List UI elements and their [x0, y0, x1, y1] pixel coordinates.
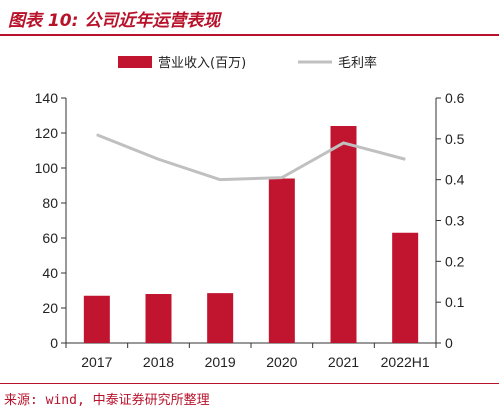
y-right-tick-label: 0: [445, 335, 453, 351]
legend-label-line: 毛利率: [338, 55, 377, 71]
bar: [392, 232, 419, 343]
line-point: [158, 158, 159, 160]
source-note: 来源: wind, 中泰证券研究所整理: [4, 393, 210, 408]
y-right-tick-label: 0.5: [445, 131, 465, 147]
chart-title: 图表 10: 公司近年运营表现: [8, 11, 221, 31]
y-left-tick-label: 40: [42, 265, 58, 281]
line-point: [219, 179, 221, 181]
bar: [268, 178, 295, 343]
y-left-tick-label: 20: [42, 300, 58, 316]
y-left-tick-label: 80: [42, 195, 58, 211]
y-left-tick-label: 60: [42, 230, 58, 246]
line-point: [281, 177, 283, 179]
line-point: [343, 142, 344, 144]
line-point: [96, 134, 98, 136]
line-point: [404, 158, 406, 160]
source-rule: [0, 383, 499, 384]
bar-series: [83, 126, 419, 343]
bar: [145, 294, 172, 343]
y-left-tick-label: 0: [50, 335, 58, 351]
bar: [83, 295, 110, 343]
title-rule: [0, 34, 499, 36]
y-right-tick-label: 0.2: [445, 253, 465, 269]
x-tick-label: 2018: [143, 354, 174, 370]
line-series: [96, 133, 406, 182]
bar: [330, 126, 357, 343]
y-right-tick-label: 0.1: [445, 294, 465, 310]
x-tick-label: 2020: [266, 354, 297, 370]
bar: [207, 293, 234, 343]
y-right-tick-label: 0.6: [445, 90, 465, 106]
y-left-tick-label: 140: [35, 90, 59, 106]
y-left-tick-label: 120: [35, 125, 59, 141]
x-tick-label: 2017: [81, 354, 112, 370]
y-left-tick-label: 100: [35, 160, 59, 176]
legend-label-bar: 营业收入(百万): [158, 56, 246, 71]
x-tick-label: 2019: [205, 354, 236, 370]
y-right-tick-label: 0.4: [445, 172, 465, 188]
legend: 营业收入(百万) 毛利率: [118, 55, 377, 71]
x-tick-label: 2022H1: [381, 354, 430, 370]
legend-swatch-bar: [118, 56, 152, 68]
title-bar: 图表 10: 公司近年运营表现: [0, 0, 499, 36]
gross-margin-line: [96, 133, 406, 182]
x-tick-label: 2021: [328, 354, 359, 370]
x-tick-labels: 2017 2018 2019 2020 2021 2022H1: [65, 343, 437, 370]
y-right-tick-label: 0.3: [445, 213, 465, 229]
